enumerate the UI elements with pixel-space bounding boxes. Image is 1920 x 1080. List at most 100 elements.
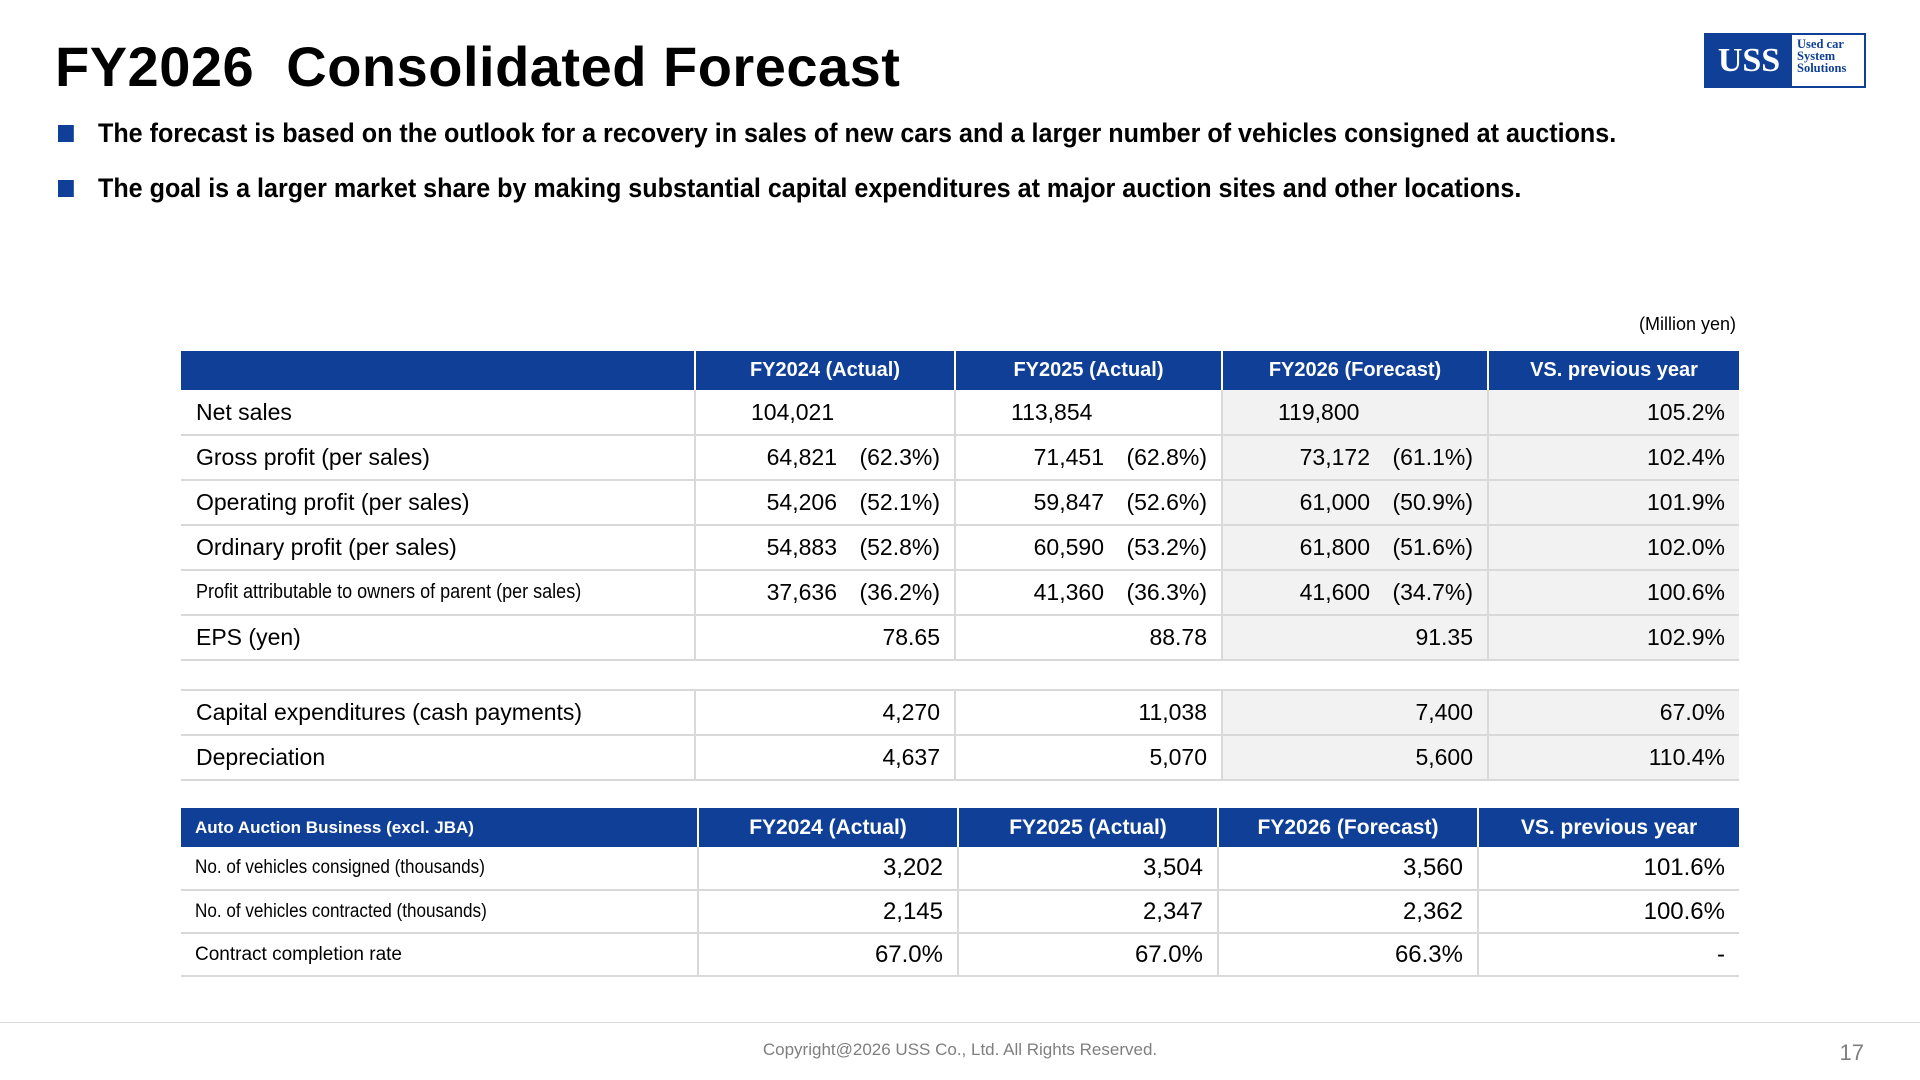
table-header-row: FY2024 (Actual) FY2025 (Actual) FY2026 (… xyxy=(181,351,1739,390)
value-fy2026: 61,000 xyxy=(1299,489,1370,515)
value-fy2026: 3,560 xyxy=(1217,847,1478,891)
value-fy2026: 2,362 xyxy=(1217,890,1478,934)
bullet-2: The goal is a larger market share by mak… xyxy=(58,173,1521,204)
uss-logo: USS Used car System Solutions xyxy=(1704,33,1866,88)
auction-business-table: Auto Auction Business (excl. JBA) FY2024… xyxy=(181,808,1739,977)
bullet-1: The forecast is based on the outlook for… xyxy=(58,118,1616,149)
value-fy2026: 61,800 xyxy=(1299,534,1370,560)
header-fy2026: FY2026 (Forecast) xyxy=(1221,351,1488,390)
header-vs: VS. previous year xyxy=(1477,808,1739,847)
ratio-fy2024: (62.3%) xyxy=(859,444,940,470)
header-label: Auto Auction Business (excl. JBA) xyxy=(181,808,698,847)
table-row: Depreciation 4,637 5,070 5,600 110.4% xyxy=(181,735,1739,781)
row-label-text: No. of vehicles consigned (thousands) xyxy=(195,857,485,878)
ratio-fy2026: (50.9%) xyxy=(1392,489,1473,515)
ratio-fy2026: (51.6%) xyxy=(1392,534,1473,560)
row-label: Net sales xyxy=(181,390,695,436)
value-fy2025: 113,854 xyxy=(1011,398,1093,425)
value-fy2026: 41,600 xyxy=(1299,579,1370,605)
logo-line1: Used car xyxy=(1797,37,1844,51)
logo-line3: Solutions xyxy=(1797,61,1847,75)
header-vs: VS. previous year xyxy=(1487,351,1739,390)
value-vs: 110.4% xyxy=(1487,735,1739,781)
ratio-fy2024: (52.8%) xyxy=(859,534,940,560)
value-fy2024: 54,206 xyxy=(766,489,837,515)
logo-tagline: Used car System Solutions xyxy=(1792,35,1864,86)
header-label xyxy=(181,351,695,390)
value-fy2025: 3,504 xyxy=(957,847,1218,891)
value-vs: 101.6% xyxy=(1477,847,1739,891)
row-label: Contract completion rate xyxy=(181,933,698,977)
logo-main: USS xyxy=(1706,35,1792,86)
row-label: Operating profit (per sales) xyxy=(181,480,695,526)
value-fy2026: 119,800 xyxy=(1278,398,1360,425)
value-fy2025: 67.0% xyxy=(957,933,1218,977)
table-spacer xyxy=(181,660,1739,691)
ratio-fy2026: (61.1%) xyxy=(1392,444,1473,470)
value-vs: 102.0% xyxy=(1487,525,1739,571)
value-fy2026: 5,600 xyxy=(1415,744,1473,770)
value-fy2025: 41,360 xyxy=(1033,579,1104,605)
row-label: Capital expenditures (cash payments) xyxy=(181,690,695,736)
table-row: Gross profit (per sales) 64,821 (62.3%) 7… xyxy=(181,435,1739,481)
bullet-text: The forecast is based on the outlook for… xyxy=(97,118,1617,148)
row-label: Ordinary profit (per sales) xyxy=(181,525,695,571)
header-fy2025: FY2025 (Actual) xyxy=(957,808,1218,847)
value-vs: 100.6% xyxy=(1487,570,1739,616)
value-fy2024: 64,821 xyxy=(766,444,837,470)
value-fy2024: 78.65 xyxy=(882,624,940,650)
value-fy2024: 4,637 xyxy=(882,744,940,770)
table-row: No. of vehicles contracted (thousands) 2… xyxy=(181,890,1739,934)
table-row: No. of vehicles consigned (thousands) 3,… xyxy=(181,847,1739,891)
ratio-fy2025: (36.3%) xyxy=(1126,579,1207,605)
footer-divider xyxy=(0,1022,1920,1023)
value-fy2025: 59,847 xyxy=(1033,489,1104,515)
table-row: Ordinary profit (per sales) 54,883 (52.8%… xyxy=(181,525,1739,571)
value-vs: 105.2% xyxy=(1487,390,1739,436)
value-vs: 67.0% xyxy=(1487,690,1739,736)
table-row: Profit attributable to owners of parent … xyxy=(181,570,1739,616)
value-fy2026: 73,172 xyxy=(1299,444,1370,470)
header-fy2026: FY2026 (Forecast) xyxy=(1217,808,1478,847)
value-fy2024: 4,270 xyxy=(882,699,940,725)
copyright-notice: Copyright@2026 USS Co., Ltd. All Rights … xyxy=(762,1040,1158,1059)
value-vs: - xyxy=(1477,933,1739,977)
ratio-fy2025: (53.2%) xyxy=(1126,534,1207,560)
row-label: No. of vehicles consigned (thousands) xyxy=(181,847,698,891)
page-number: 17 xyxy=(1839,1040,1864,1065)
value-fy2024: 67.0% xyxy=(697,933,958,977)
header-fy2025: FY2025 (Actual) xyxy=(954,351,1222,390)
value-vs: 100.6% xyxy=(1477,890,1739,934)
table-row: EPS (yen) 78.65 88.78 91.35 102.9% xyxy=(181,615,1739,661)
ratio-fy2024: (36.2%) xyxy=(859,579,940,605)
bullet-text: The goal is a larger market share by mak… xyxy=(97,173,1522,203)
value-fy2024: 3,202 xyxy=(697,847,958,891)
value-vs: 102.4% xyxy=(1487,435,1739,481)
table-row: Net sales 104,021 113,854 119,800 105.2% xyxy=(181,390,1739,436)
table-row: Operating profit (per sales) 54,206 (52.1… xyxy=(181,480,1739,526)
ratio-fy2025: (52.6%) xyxy=(1126,489,1207,515)
row-label: Depreciation xyxy=(181,735,695,781)
value-fy2026: 91.35 xyxy=(1415,624,1473,650)
value-vs: 102.9% xyxy=(1487,615,1739,661)
row-label-text: No. of vehicles contracted (thousands) xyxy=(195,900,487,922)
value-fy2025: 11,038 xyxy=(1138,699,1207,725)
value-fy2025: 88.78 xyxy=(1149,624,1207,650)
row-label: No. of vehicles contracted (thousands) xyxy=(181,890,698,934)
header-fy2024: FY2024 (Actual) xyxy=(697,808,958,847)
row-label-text: Profit attributable to owners of parent … xyxy=(196,581,582,603)
header-fy2024: FY2024 (Actual) xyxy=(694,351,955,390)
unit-note: (Million yen) xyxy=(1638,314,1736,334)
value-vs: 101.9% xyxy=(1487,480,1739,526)
value-fy2024: 37,636 xyxy=(766,579,837,605)
page-title: FY2026 Consolidated Forecast xyxy=(55,35,901,98)
row-label: Gross profit (per sales) xyxy=(181,435,695,481)
square-bullet-icon xyxy=(58,125,74,142)
logo-line2: System xyxy=(1797,49,1836,63)
value-fy2024: 54,883 xyxy=(766,534,837,560)
ratio-fy2024: (52.1%) xyxy=(859,489,940,515)
value-fy2024: 104,021 xyxy=(751,398,835,425)
row-label: EPS (yen) xyxy=(181,615,695,661)
value-fy2025: 60,590 xyxy=(1033,534,1104,560)
table-row: Capital expenditures (cash payments) 4,2… xyxy=(181,690,1739,736)
